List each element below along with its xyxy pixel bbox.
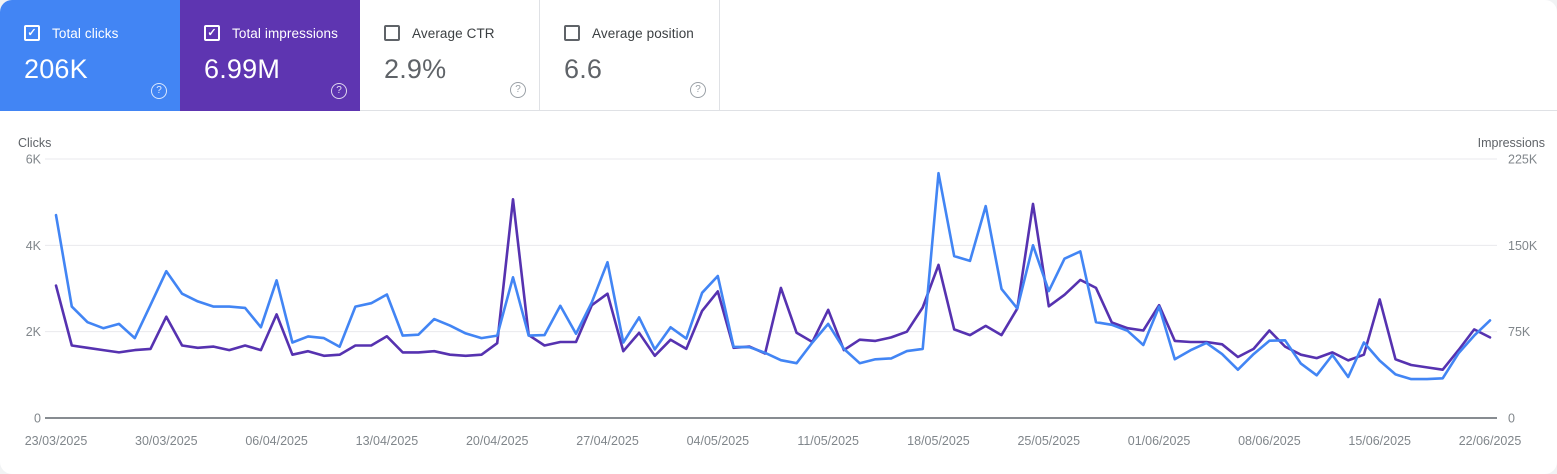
x-axis-date-label: 11/05/2025 — [797, 434, 859, 448]
card-total-clicks[interactable]: ✓ Total clicks 206K ? — [0, 0, 180, 111]
metric-cards: ✓ Total clicks 206K ? ✓ Total impression… — [0, 0, 1557, 111]
help-icon[interactable]: ? — [690, 82, 706, 98]
left-axis-tick: 4K — [26, 239, 42, 253]
chart-canvas[interactable]: Clicks Impressions 0 2K 4K 6K 0 75K 150K 225K 23/0… — [0, 111, 1557, 474]
right-axis-tick: 75K — [1508, 325, 1531, 339]
x-axis-date-label: 25/05/2025 — [1017, 434, 1080, 448]
x-axis-date-label: 27/04/2025 — [576, 434, 639, 448]
help-icon[interactable]: ? — [510, 82, 526, 98]
card-total-impressions-value: 6.99M — [204, 54, 281, 84]
left-axis-tick: 6K — [26, 153, 42, 167]
card-total-clicks-label: Total clicks — [52, 25, 119, 41]
card-total-impressions-label: Total impressions — [232, 25, 338, 41]
performance-chart[interactable]: Clicks Impressions 0 2K 4K 6K 0 75K 150K 225K 23/0… — [0, 111, 1557, 474]
help-icon[interactable]: ? — [331, 83, 347, 99]
right-axis-tick: 225K — [1508, 153, 1538, 167]
card-average-ctr[interactable]: Average CTR 2.9% ? — [360, 0, 540, 110]
card-total-impressions[interactable]: ✓ Total impressions 6.99M ? — [180, 0, 360, 111]
x-axis-date-label: 08/06/2025 — [1238, 434, 1301, 448]
x-axis-date-label: 15/06/2025 — [1348, 434, 1411, 448]
help-icon[interactable]: ? — [151, 83, 167, 99]
impressions-line — [54, 198, 1492, 372]
card-average-position-label: Average position — [592, 25, 694, 41]
card-average-ctr-value: 2.9% — [384, 54, 447, 84]
checkbox-unchecked-icon[interactable] — [384, 25, 400, 41]
card-total-clicks-value: 206K — [24, 54, 88, 84]
right-axis-tick: 150K — [1508, 239, 1538, 253]
clicks-line — [54, 171, 1492, 381]
card-average-position-value: 6.6 — [564, 54, 603, 84]
x-axis-date-label: 30/03/2025 — [135, 434, 198, 448]
left-axis-title: Clicks — [18, 136, 51, 150]
card-average-position[interactable]: Average position 6.6 ? — [540, 0, 720, 110]
x-axis-date-label: 23/03/2025 — [25, 434, 88, 448]
checkbox-checked-icon[interactable]: ✓ — [24, 25, 40, 41]
x-axis-date-label: 01/06/2025 — [1128, 434, 1191, 448]
right-axis-tick: 0 — [1508, 412, 1515, 426]
card-average-ctr-label: Average CTR — [412, 25, 495, 41]
checkbox-unchecked-icon[interactable] — [564, 25, 580, 41]
checkbox-checked-icon[interactable]: ✓ — [204, 25, 220, 41]
left-axis-tick: 2K — [26, 325, 42, 339]
x-axis-date-label: 13/04/2025 — [356, 434, 419, 448]
right-axis-title: Impressions — [1478, 136, 1545, 150]
x-axis-date-label: 06/04/2025 — [245, 434, 308, 448]
x-axis-date-label: 22/06/2025 — [1459, 434, 1522, 448]
left-axis-tick: 0 — [34, 412, 41, 426]
x-axis-date-label: 04/05/2025 — [687, 434, 750, 448]
x-axis-date-label: 20/04/2025 — [466, 434, 529, 448]
x-axis-date-label: 18/05/2025 — [907, 434, 970, 448]
